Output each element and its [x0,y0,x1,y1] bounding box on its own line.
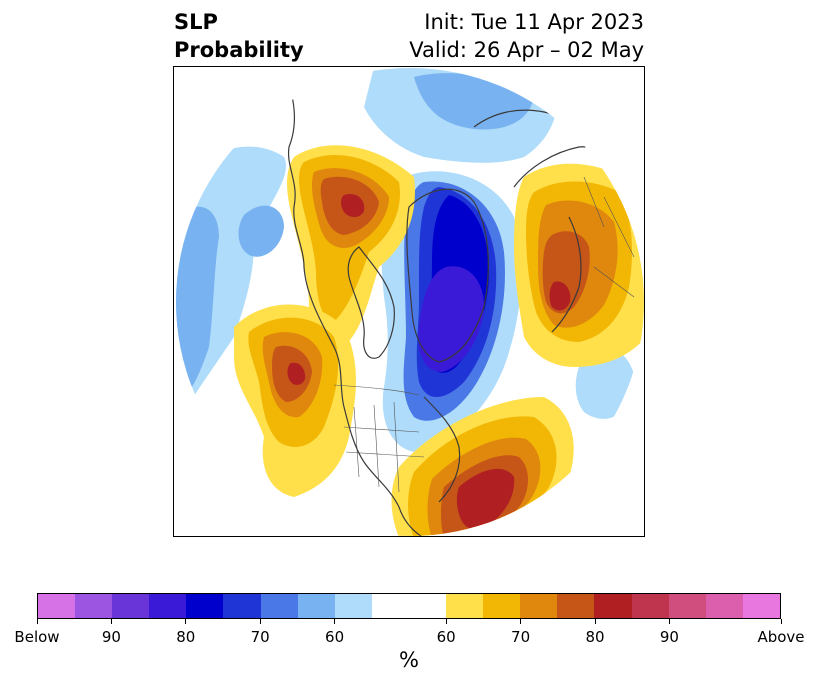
colorbar-tick [780,619,782,624]
colorbar-above-8 [705,594,743,618]
colorbar-below-4 [149,594,187,618]
colorbar-below-7 [260,594,298,618]
colorbar-above-1 [446,594,484,618]
colorbar-above-9 [742,594,780,618]
colorbar-tick-label: 60 [436,628,456,646]
colorbar-tick-label: Below [14,628,60,646]
border-europe [583,176,635,298]
colorbar-tick [110,619,112,624]
region-red-atlantic [456,468,515,530]
region-red-pacific [287,362,306,385]
colorbar-tick [520,619,522,624]
coastline-east-us [423,396,461,503]
colorbar-below-3 [112,594,150,618]
colorbar-above-7 [668,594,706,618]
region-red-nw [341,193,365,218]
map-panel [173,66,645,537]
colorbar-below-8 [297,594,335,618]
region-light-blue-east [575,348,636,419]
border-states-a [343,401,425,493]
region-mid-blue-small [238,205,284,257]
colorbar-below-2 [75,594,113,618]
title-quantity: Probability [174,38,304,62]
title-init-date: Init: Tue 11 Apr 2023 [424,10,644,34]
colorbar-tick-label: 80 [585,628,605,646]
title-left: SLP Probability [174,8,304,64]
colorbar-below-6 [223,594,261,618]
colorbar-tick-label: 90 [101,628,121,646]
colorbar-tick [259,619,261,624]
colorbar-above-2 [483,594,521,618]
colorbar [37,593,781,619]
colorbar-tick [36,619,38,624]
map-disc [176,68,644,536]
colorbar-tick-label: 80 [176,628,196,646]
colorbar-above-6 [631,594,669,618]
colorbar-above-5 [594,594,632,618]
colorbar-tick-label: 70 [250,628,270,646]
borders [333,176,635,493]
colorbar-below-1 [38,594,76,618]
coastline-hudson-bay [347,246,395,359]
coastline-greenland [406,188,489,363]
title-variable: SLP [174,10,218,34]
colorbar-below-5 [186,594,224,618]
colorbar-tick [445,619,447,624]
colorbar-tick [594,619,596,624]
colorbar-above-3 [520,594,558,618]
border-usa-canada [333,384,420,396]
colorbar-above-4 [557,594,595,618]
colorbar-tick-label: 60 [325,628,345,646]
coastline-north-america [283,68,425,536]
colorbar-tick-label: 70 [511,628,531,646]
region-indigo-center [418,266,485,372]
colorbar-tick [668,619,670,624]
title-valid-range: Valid: 26 Apr – 02 May [409,38,644,62]
colorbar-tick-label: Above [757,628,805,646]
colorbar-below-9 [334,594,372,618]
probability-map [176,68,644,536]
title-right: Init: Tue 11 Apr 2023 Valid: 26 Apr – 02… [409,8,644,64]
coastline-scandinavia [551,216,582,333]
colorbar-tick [185,619,187,624]
colorbar-units: % [399,648,419,672]
colorbar-neutral [371,594,447,618]
region-red-east [549,281,571,311]
colorbar-tick [334,619,336,624]
colorbar-tick-label: 90 [659,628,679,646]
region-mid-blue-west [176,206,219,407]
